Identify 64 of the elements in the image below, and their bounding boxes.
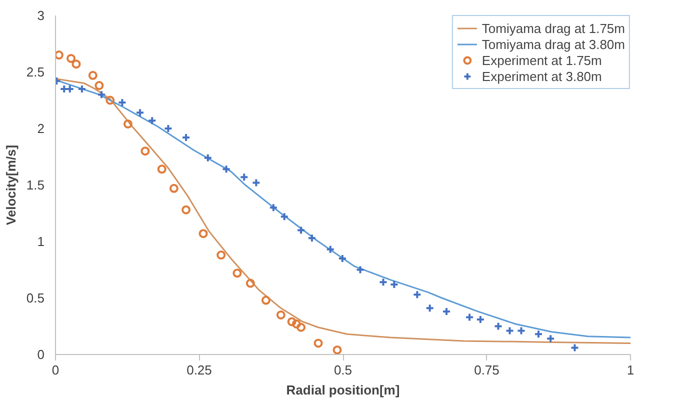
point xyxy=(307,234,316,243)
x-tick-label: 0.5 xyxy=(334,362,352,378)
point xyxy=(326,244,335,254)
y-tick-label: 2.5 xyxy=(26,64,45,80)
point xyxy=(534,330,543,339)
point xyxy=(516,326,526,336)
point xyxy=(140,146,150,156)
point xyxy=(148,116,157,126)
x-tick-label: 0.75 xyxy=(474,362,500,378)
point xyxy=(94,81,104,90)
point xyxy=(169,184,178,193)
y-tick-label: 2 xyxy=(37,121,45,136)
point xyxy=(252,178,261,188)
point xyxy=(296,322,306,332)
point xyxy=(88,70,98,80)
y-axis-title: Velocity[m/s] xyxy=(3,144,18,226)
point xyxy=(292,319,301,328)
point xyxy=(182,205,191,214)
x-tick-label: 1 xyxy=(626,362,634,378)
point xyxy=(97,90,106,100)
point xyxy=(494,322,503,331)
point xyxy=(203,153,212,162)
point xyxy=(106,96,115,105)
point xyxy=(222,164,231,174)
point xyxy=(425,304,434,313)
point xyxy=(157,164,166,174)
point xyxy=(216,250,226,260)
legend-label: Experiment at 1.75m xyxy=(482,52,602,68)
x-tick-label: 0 xyxy=(52,362,60,378)
point xyxy=(123,119,132,128)
point xyxy=(136,108,145,118)
point xyxy=(232,268,242,278)
point xyxy=(570,343,580,352)
legend-label: Tomiyama drag at 1.75m xyxy=(482,20,625,36)
x-tick-label: 0.25 xyxy=(186,362,212,378)
y-tick-label: 1 xyxy=(37,234,45,249)
y-tick-label: 0 xyxy=(37,347,45,362)
point xyxy=(72,60,81,69)
point xyxy=(164,124,173,133)
point xyxy=(261,296,270,305)
point xyxy=(296,226,306,235)
point xyxy=(268,203,278,212)
point xyxy=(378,278,388,287)
legend-label: Tomiyama drag at 3.80m xyxy=(482,36,625,52)
point xyxy=(246,278,255,288)
y-tick-label: 3 xyxy=(37,8,45,23)
y-tick-label: 1.5 xyxy=(26,178,45,192)
y-tick-label: 0.5 xyxy=(26,290,45,306)
point xyxy=(287,317,296,326)
point xyxy=(505,326,514,336)
point xyxy=(56,50,64,60)
point xyxy=(412,290,422,300)
point xyxy=(356,265,365,274)
point xyxy=(198,229,208,238)
point xyxy=(465,312,474,322)
point xyxy=(240,172,249,182)
point xyxy=(314,338,323,348)
point xyxy=(276,310,286,320)
legend-label: Experiment at 3.80m xyxy=(482,68,602,84)
point xyxy=(280,212,289,222)
point xyxy=(66,54,76,63)
point xyxy=(332,345,342,354)
x-axis-title: Radial position[m] xyxy=(286,382,400,398)
point xyxy=(546,334,556,344)
